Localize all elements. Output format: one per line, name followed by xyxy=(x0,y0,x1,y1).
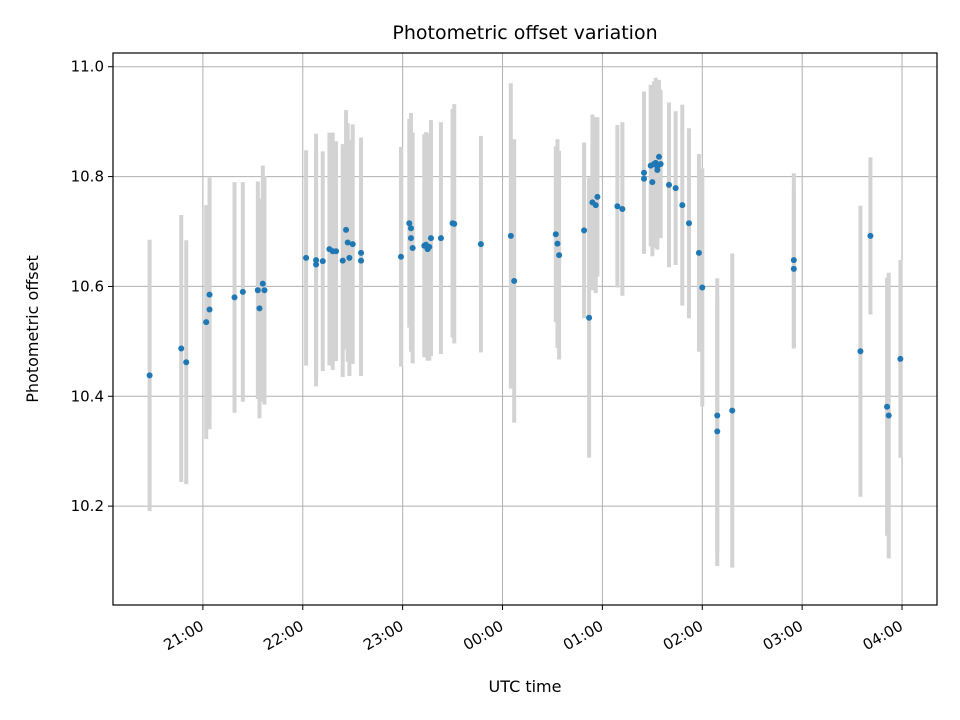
data-point xyxy=(358,257,365,264)
data-point xyxy=(656,153,663,160)
y-tick-label: 10.8 xyxy=(71,168,104,186)
data-point xyxy=(685,220,692,227)
data-point xyxy=(614,203,621,210)
data-point xyxy=(649,179,656,186)
data-point xyxy=(451,220,458,227)
data-point xyxy=(303,254,310,261)
data-point xyxy=(885,412,892,419)
data-point xyxy=(397,253,404,260)
plot-frame xyxy=(112,52,938,606)
data-point xyxy=(349,241,356,248)
data-point xyxy=(581,227,588,234)
data-point xyxy=(239,288,246,295)
y-tick-label: 10.6 xyxy=(71,277,104,295)
data-point xyxy=(641,169,648,176)
data-point xyxy=(427,235,434,242)
y-tick-label: 11.0 xyxy=(71,58,104,76)
data-point xyxy=(672,185,679,192)
data-point xyxy=(594,193,601,200)
data-point xyxy=(714,428,721,435)
data-point xyxy=(313,257,320,264)
data-point xyxy=(206,306,213,313)
data-point xyxy=(313,261,320,268)
y-tick-label: 10.4 xyxy=(71,387,104,405)
x-axis-label: UTC time xyxy=(489,677,562,696)
data-point xyxy=(477,241,484,248)
data-point xyxy=(867,232,874,239)
data-point xyxy=(507,232,514,239)
data-point xyxy=(358,249,365,256)
data-point xyxy=(665,181,672,188)
data-point xyxy=(256,305,263,312)
data-point xyxy=(261,287,268,294)
y-axis-label: Photometric offset xyxy=(23,255,42,403)
data-point xyxy=(511,277,518,284)
data-point xyxy=(695,249,702,256)
data-point xyxy=(729,407,736,414)
data-point xyxy=(679,202,686,209)
data-point xyxy=(714,412,721,419)
data-point xyxy=(790,265,797,272)
data-point xyxy=(406,220,413,227)
data-point xyxy=(884,403,891,410)
data-points xyxy=(146,153,904,435)
y-tick-label: 10.2 xyxy=(71,497,104,515)
data-point xyxy=(556,252,563,259)
data-point xyxy=(552,231,559,238)
data-point xyxy=(146,372,153,379)
data-point xyxy=(333,248,340,255)
data-point xyxy=(897,355,904,362)
chart-title: Photometric offset variation xyxy=(392,22,657,44)
data-point xyxy=(586,314,593,321)
data-point xyxy=(409,244,416,251)
y-axis-ticks: 10.2 10.4 10.6 10.8 11.0 xyxy=(71,58,113,515)
data-point xyxy=(790,257,797,264)
data-point xyxy=(254,287,261,294)
data-point xyxy=(344,239,351,246)
data-point xyxy=(641,175,648,182)
data-point xyxy=(407,225,414,232)
data-point xyxy=(426,243,433,250)
data-point xyxy=(183,359,190,366)
data-point xyxy=(206,291,213,298)
data-point xyxy=(657,160,664,167)
data-point xyxy=(343,226,350,233)
data-point xyxy=(231,294,238,301)
data-point xyxy=(346,254,353,261)
data-point xyxy=(259,280,266,287)
data-point xyxy=(857,348,864,355)
data-point xyxy=(619,205,626,212)
data-point xyxy=(339,257,346,264)
data-point xyxy=(699,284,706,291)
data-point xyxy=(319,258,326,265)
data-point xyxy=(203,319,210,326)
data-point xyxy=(554,240,561,247)
data-point xyxy=(407,235,414,242)
data-point xyxy=(592,202,599,209)
data-point xyxy=(437,235,444,242)
data-point xyxy=(178,345,185,352)
